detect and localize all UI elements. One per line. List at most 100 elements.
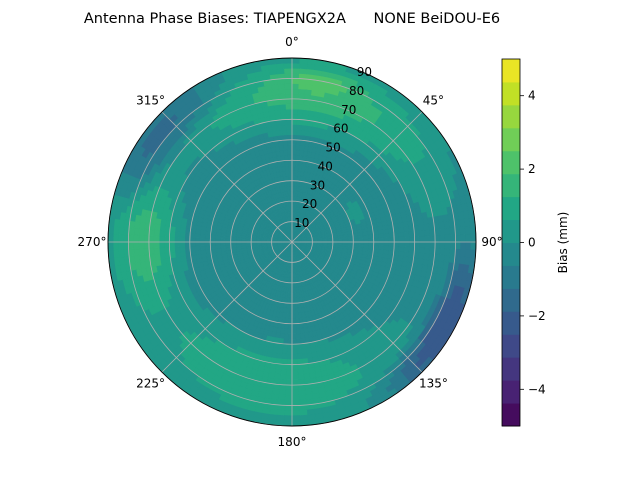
contour-cell — [292, 140, 296, 145]
contour-cell — [159, 236, 164, 242]
contour-cell — [379, 238, 384, 242]
contour-cell — [287, 119, 292, 124]
contour-cell — [292, 89, 299, 94]
contour-cell — [298, 109, 304, 114]
contour-cell — [435, 248, 441, 255]
contour-cell — [288, 140, 292, 145]
contour-cell — [231, 242, 236, 245]
contour-cell — [284, 411, 292, 416]
contour-cell — [190, 238, 195, 242]
contour-cell — [286, 171, 289, 176]
contour-cell — [298, 99, 304, 105]
contour-cell — [280, 379, 286, 385]
contour-cell — [389, 238, 394, 242]
contour-cell — [292, 313, 295, 318]
contour-cell — [281, 119, 287, 124]
contour-cell — [292, 405, 299, 410]
contour-cell — [292, 124, 297, 129]
contour-cell — [279, 145, 284, 151]
contour-cell — [424, 254, 430, 260]
contour-cell — [300, 415, 308, 421]
contour-cell — [144, 242, 149, 248]
contour-cell — [279, 94, 286, 100]
contour-cell — [284, 150, 288, 155]
contour-cell — [185, 233, 190, 238]
contour-cell — [292, 319, 296, 324]
contour-cell — [195, 246, 200, 250]
contour-cell — [287, 130, 292, 135]
contour-cell — [460, 227, 466, 235]
contour-cell — [296, 140, 301, 145]
contour-cell — [414, 231, 419, 237]
contour-cell — [279, 385, 286, 391]
contour-cell — [466, 242, 471, 250]
contour-cell — [389, 233, 394, 238]
contour-cell — [185, 237, 190, 242]
contour-cell — [134, 228, 140, 235]
contour-cell — [154, 230, 159, 236]
contour-cell — [299, 68, 307, 74]
contour-cell — [399, 242, 404, 247]
contour-cell — [279, 390, 286, 396]
contour-cell — [445, 242, 450, 249]
contour-cell — [149, 230, 155, 236]
contour-cell — [304, 105, 310, 111]
contour-cell — [283, 344, 288, 349]
contour-cell — [389, 242, 394, 246]
contour-cell — [149, 242, 154, 248]
contour-cell — [118, 249, 124, 257]
contour-cell — [289, 170, 292, 175]
contour-cell — [374, 242, 379, 246]
contour-cell — [190, 242, 195, 246]
contour-cell — [445, 228, 451, 235]
contour-cell — [295, 308, 298, 313]
contour-cell — [383, 229, 389, 234]
contour-cell — [288, 334, 292, 339]
contour-cell — [288, 160, 292, 165]
contour-cell — [128, 235, 133, 242]
contour-cell — [278, 84, 285, 90]
contour-cell — [180, 242, 185, 247]
contour-cell — [450, 249, 456, 256]
contour-cell — [419, 225, 425, 231]
contour-cell — [278, 135, 283, 141]
contour-cell — [286, 375, 292, 380]
contour-cell — [295, 318, 299, 323]
contour-cell — [292, 73, 299, 78]
contour-cell — [292, 68, 300, 73]
contour-cell — [399, 247, 404, 252]
contour-cell — [292, 375, 298, 380]
contour-cell — [394, 246, 399, 251]
contour-cell — [440, 242, 445, 249]
contour-cell — [292, 78, 299, 83]
contour-cell — [292, 63, 300, 68]
contour-cell — [288, 329, 292, 334]
contour-cell — [379, 242, 384, 246]
contour-cell — [399, 232, 404, 237]
contour-cell — [195, 242, 200, 246]
contour-cell — [303, 110, 309, 116]
contour-cell — [414, 247, 419, 253]
contour-cell — [123, 235, 128, 242]
contour-cell — [353, 239, 358, 242]
contour-cell — [281, 359, 287, 364]
contour-cell — [155, 224, 161, 230]
contour-cell — [420, 236, 425, 242]
contour-cell — [280, 104, 286, 109]
contour-cell — [299, 405, 307, 411]
contour-cell — [288, 145, 292, 150]
contour-cell — [404, 237, 409, 242]
contour-cell — [445, 249, 451, 256]
contour-cell — [292, 160, 296, 165]
contour-cell — [175, 232, 180, 237]
contour-cell — [180, 247, 185, 252]
contour-cell — [280, 369, 286, 374]
contour-cell — [292, 365, 298, 370]
contour-cell — [292, 390, 299, 395]
contour-cell — [455, 235, 460, 242]
contour-cell — [389, 246, 394, 251]
contour-cell — [118, 242, 123, 250]
contour-cell — [277, 405, 285, 411]
contour-cell — [283, 135, 288, 140]
contour-cell — [292, 411, 300, 416]
